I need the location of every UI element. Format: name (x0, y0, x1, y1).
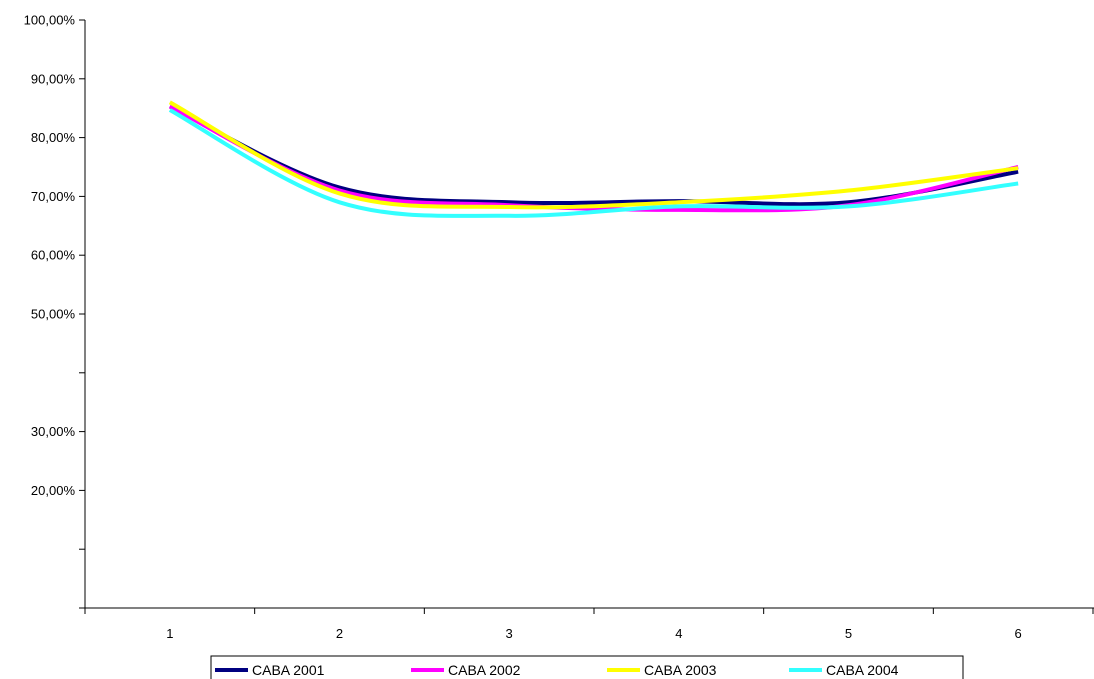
axes: 100,00% 90,00% 80,00% 70,00% 60,00% 50,00% 30,… (24, 13, 1094, 641)
y-tick-label: 70,00% (31, 189, 76, 204)
series-line-4 (168, 108, 1019, 218)
y-tick-label: 50,00% (31, 307, 76, 322)
legend-label: CABA 2004 (826, 662, 899, 678)
y-tick-label: 30,00% (31, 424, 76, 439)
y-tick-label: 90,00% (31, 71, 76, 86)
x-tick-label: 3 (506, 626, 513, 641)
series-line-3 (168, 100, 1019, 210)
x-tick-label: 5 (845, 626, 852, 641)
series-line-1 (168, 104, 1019, 207)
x-tick-label: 6 (1015, 626, 1022, 641)
x-tick-label: 1 (166, 626, 173, 641)
legend-label: CABA 2003 (644, 662, 717, 678)
y-tick-label: 60,00% (31, 248, 76, 263)
y-tick-label: 100,00% (24, 13, 76, 28)
series-lines (168, 100, 1019, 218)
series-line-2 (168, 104, 1019, 213)
y-tick-label: 20,00% (31, 483, 76, 498)
legend-label: CABA 2002 (448, 662, 521, 678)
x-tick-label: 4 (675, 626, 682, 641)
y-tick-label: 80,00% (31, 130, 76, 145)
x-tick-label: 2 (336, 626, 343, 641)
legend-box (210, 655, 964, 679)
legend-label: CABA 2001 (252, 662, 325, 678)
legend: CABA 2001 CABA 2002 CABA 2003 CABA 2004 (210, 655, 964, 679)
